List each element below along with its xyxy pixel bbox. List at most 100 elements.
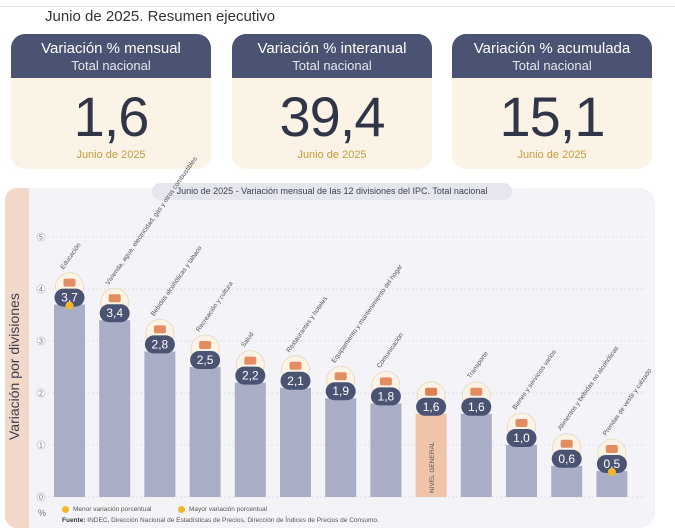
card-date: Junio de 2025 <box>297 149 367 161</box>
card-subtitle: Total nacional <box>512 58 592 73</box>
card-value: 39,4 <box>279 85 386 148</box>
card-header: Variación % interanual Total nacional <box>232 34 432 78</box>
razor-icon <box>515 419 528 427</box>
footer-source: Fuente: INDEC, Dirección Nacional de Est… <box>62 517 379 524</box>
y-tick-label: 2 <box>39 391 43 398</box>
bar-value-label: 1,6 <box>468 400 485 414</box>
bar <box>551 465 583 497</box>
bar <box>144 351 176 497</box>
phone-icon <box>379 377 392 386</box>
card-accumulated: Variación % acumulada Total nacional 15,… <box>452 34 652 169</box>
category-label: Bebidas alcohólicas y tabaco <box>150 245 204 318</box>
chart-icon <box>425 387 438 396</box>
card-subtitle: Total nacional <box>71 58 151 73</box>
page-title: Junio de 2025. Resumen ejecutivo <box>45 8 276 25</box>
category-label: Bienes y servicios varios <box>511 348 558 411</box>
category-label: Prendas de vestir y calzado <box>602 367 654 437</box>
drinks-icon <box>153 325 166 334</box>
tick-marker <box>36 388 46 398</box>
value-badge <box>461 397 492 416</box>
umbrella-icon <box>199 341 212 349</box>
bar-value-label: 1,0 <box>513 431 530 445</box>
y-unit: % <box>38 508 47 518</box>
category-label: Comunicación <box>376 331 406 369</box>
legend-min: Menor variación porcentual <box>62 506 151 513</box>
value-badge <box>235 366 266 385</box>
legend-max: Mayor variación porcentual <box>178 506 267 513</box>
bulb-icon <box>108 294 121 303</box>
min-marker <box>607 468 616 476</box>
legend-min-dot <box>62 506 69 513</box>
card-body: 39,4 Junio de 2025 <box>232 78 432 169</box>
value-badge <box>144 335 175 354</box>
bar <box>325 398 357 497</box>
footer-prefix: Fuente: <box>62 517 86 524</box>
bar <box>415 413 447 497</box>
tick-marker <box>36 440 46 450</box>
bar-value-label: 2,2 <box>242 369 259 383</box>
category-label: Educación <box>59 242 82 271</box>
bar <box>54 304 85 497</box>
category-label: Salud <box>240 331 255 349</box>
value-badge <box>325 382 356 401</box>
tick-marker <box>36 336 46 346</box>
chart-title: Junio de 2025 - Variación mensual de las… <box>152 183 512 200</box>
tick-marker <box>36 232 46 242</box>
card-header: Variación % acumulada Total nacional <box>452 34 652 78</box>
value-badge <box>190 351 221 369</box>
card-header: Variación % mensual Total nacional <box>11 34 211 78</box>
card-subtitle: Total nacional <box>292 58 372 73</box>
y-tick-label: 0 <box>39 495 43 502</box>
bar-value-label: 1,8 <box>378 389 395 403</box>
value-badge <box>506 429 537 447</box>
bar-value-label: 2,5 <box>197 353 214 367</box>
value-badge <box>551 449 582 468</box>
value-badge <box>416 397 447 416</box>
dining-icon <box>289 361 302 370</box>
card-title: Variación % acumulada <box>473 40 631 57</box>
bar-value-label: 0,6 <box>558 452 575 466</box>
card-value: 15,1 <box>499 85 606 148</box>
tick-marker <box>36 492 46 502</box>
y-tick-label: 3 <box>39 339 43 346</box>
value-badge <box>280 371 311 390</box>
category-label: NIVEL GENERAL <box>429 441 436 493</box>
bar-value-label: 2,1 <box>287 374 304 388</box>
card-date: Junio de 2025 <box>76 149 146 161</box>
shoes-icon <box>605 445 618 453</box>
appliance-icon <box>334 372 347 381</box>
card-title: Variación % mensual <box>41 40 181 57</box>
bar-value-label: 1,6 <box>423 400 440 414</box>
bar <box>506 445 537 497</box>
bar-value-label: 3,7 <box>61 291 78 305</box>
legend-max-label: Mayor variación porcentual <box>189 506 268 514</box>
footer-text: INDEC, Dirección Nacional de Estadística… <box>87 517 379 524</box>
bar <box>370 403 402 497</box>
bar-value-label: 0,5 <box>604 457 621 471</box>
card-monthly: Variación % mensual Total nacional 1,6 J… <box>11 34 211 169</box>
value-badge <box>99 304 130 323</box>
chart-side-band <box>5 188 29 528</box>
tick-marker <box>36 284 46 294</box>
y-tick-label: 1 <box>39 443 43 450</box>
bar <box>234 382 266 497</box>
category-label: Restaurantes y hoteles <box>285 295 329 354</box>
y-tick-label: 4 <box>39 287 43 294</box>
bar-value-label: 2,8 <box>152 337 169 351</box>
category-label: Transporte <box>466 350 490 380</box>
bus-icon <box>470 387 483 396</box>
legend-max-dot <box>178 506 185 513</box>
bar-value-label: 3,4 <box>106 306 123 320</box>
bar <box>99 320 131 497</box>
card-title: Variación % interanual <box>257 40 407 57</box>
card-value: 1,6 <box>73 85 150 148</box>
card-body: 15,1 Junio de 2025 <box>452 78 652 169</box>
book-icon <box>63 278 76 287</box>
value-badge <box>370 387 401 406</box>
bar <box>460 413 492 497</box>
first-aid-icon <box>244 356 257 365</box>
bar-value-label: 1,9 <box>332 384 349 398</box>
value-badge <box>54 288 85 307</box>
card-yearly: Variación % interanual Total nacional 39… <box>232 34 432 169</box>
card-date: Junio de 2025 <box>517 149 587 161</box>
